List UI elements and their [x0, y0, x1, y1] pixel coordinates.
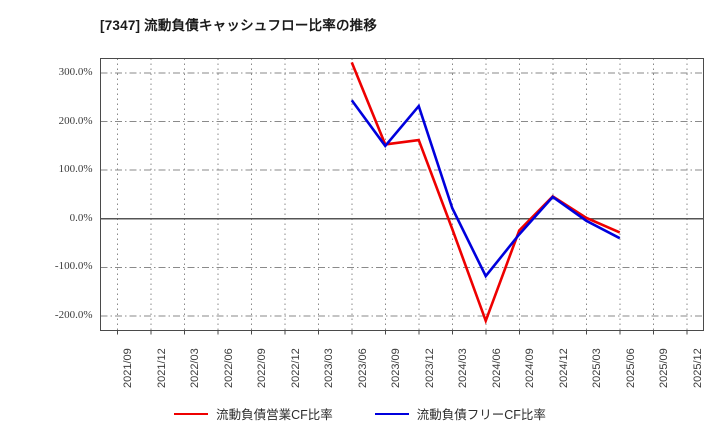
- y-tick-label: -100.0%: [54, 260, 93, 273]
- x-tick-label: 2021/09: [122, 347, 135, 388]
- y-tick-label: 100.0%: [58, 163, 93, 176]
- x-tick-label: 2025/12: [691, 347, 704, 388]
- series-lines: [350, 61, 621, 325]
- y-tick-label: 300.0%: [58, 66, 93, 79]
- x-tick-label: 2023/03: [323, 347, 336, 388]
- x-tick-label: 2022/03: [189, 347, 202, 388]
- legend-item[interactable]: 流動負債営業CF比率: [174, 404, 333, 423]
- legend-color-swatch: [174, 412, 209, 415]
- legend-color-swatch: [374, 412, 409, 415]
- x-tick-label: 2024/06: [490, 347, 503, 388]
- y-tick-label: 0.0%: [69, 211, 93, 224]
- grid-lines: [100, 58, 704, 331]
- x-tick-marks: [116, 330, 688, 335]
- legend-item[interactable]: 流動負債フリーCF比率: [374, 404, 546, 423]
- x-tick-label: 2025/03: [591, 347, 604, 388]
- series-line-2: [350, 99, 621, 279]
- legend-label: 流動負債営業CF比率: [216, 408, 333, 422]
- y-tick-label: -200.0%: [54, 308, 93, 321]
- y-tick-label: 200.0%: [58, 114, 93, 127]
- series-line-1: [350, 61, 621, 325]
- chart-title: [7347] 流動負債キャッシュフロー比率の推移: [100, 18, 378, 33]
- x-tick-label: 2021/12: [155, 347, 168, 388]
- axis-frame: [99, 57, 705, 332]
- x-tick-label: 2025/06: [624, 347, 637, 388]
- x-tick-label: 2024/03: [457, 347, 470, 388]
- legend-label: 流動負債フリーCF比率: [416, 408, 546, 422]
- x-tick-label: 2023/06: [356, 347, 369, 388]
- x-tick-label: 2025/09: [658, 347, 671, 388]
- x-tick-label: 2024/12: [557, 347, 570, 388]
- x-tick-label: 2024/09: [524, 347, 537, 388]
- x-tick-label: 2023/12: [423, 347, 436, 388]
- x-tick-label: 2023/09: [390, 347, 403, 388]
- chart-legend: 流動負債営業CF比率 流動負債フリーCF比率: [0, 404, 720, 423]
- x-tick-label: 2022/12: [289, 347, 302, 388]
- x-tick-label: 2022/06: [222, 347, 235, 388]
- x-tick-label: 2022/09: [256, 347, 269, 388]
